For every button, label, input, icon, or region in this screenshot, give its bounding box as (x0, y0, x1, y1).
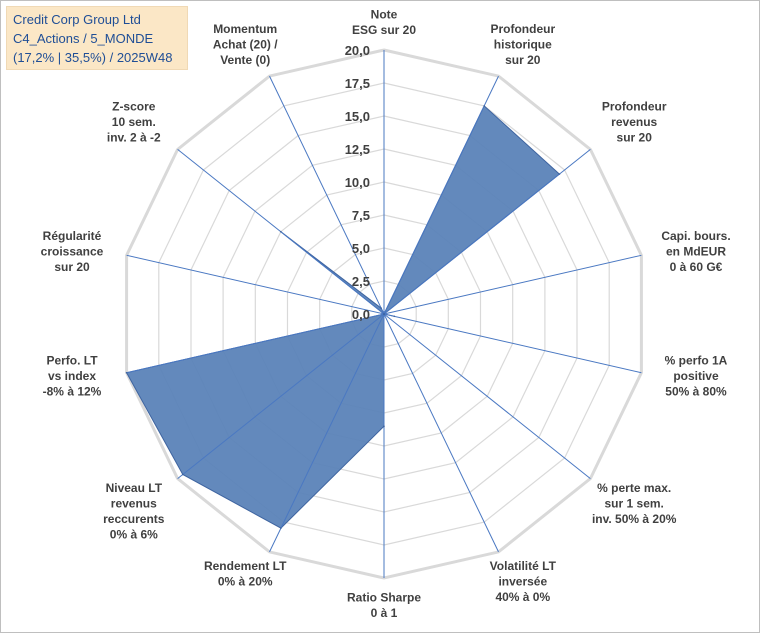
axis-label-line: 0 à 60 G€ (670, 260, 723, 274)
chart-title-line-1: Credit Corp Group Ltd (13, 12, 141, 27)
axis-spoke (383, 313, 642, 374)
axis-label: Régularité croissance sur 20 (41, 229, 104, 274)
data-point (483, 105, 486, 107)
axis-label-line: 10 sem. (112, 115, 156, 129)
data-point (558, 173, 561, 175)
axis-label: Profondeur historique sur 20 (490, 22, 555, 67)
axis-label-line: 0% à 20% (218, 574, 273, 588)
axis-spoke (383, 75, 499, 315)
data-point (393, 315, 396, 318)
axis-label: Rendement LT 0% à 20% (204, 559, 287, 589)
tick-label: 5,0 (352, 241, 370, 256)
axis-label-line: croissance (41, 245, 104, 259)
axis-label-line: -8% à 12% (43, 385, 102, 399)
axis-label-line: sur 1 sem. (605, 497, 664, 511)
axis-spoke (269, 313, 385, 553)
axis-label: Momentum Achat (20) / Vente (0) (213, 22, 278, 67)
axis-label-line: Momentum (213, 22, 277, 36)
axis-label-line: Vente (0) (220, 53, 270, 67)
axis-label-line: 50% à 80% (665, 385, 727, 399)
axis-spoke (177, 313, 385, 479)
data-point (125, 371, 128, 374)
tick-label: 0,0 (352, 307, 370, 322)
axis-label-line: Capi. bours. (661, 229, 730, 243)
axis-label-line: Z-score (112, 100, 156, 114)
data-point (383, 425, 385, 428)
axis-label-line: historique (494, 37, 552, 51)
axis-label-line: Achat (20) / (213, 37, 278, 51)
axis-label-line: Rendement LT (204, 559, 287, 573)
axis-label-line: Ratio Sharpe (347, 591, 421, 605)
axis-label-line: reccurents (103, 512, 165, 526)
axis-label-line: % perte max. (597, 481, 671, 495)
axis-label-line: inversée (498, 574, 547, 588)
axis-label-line: ESG sur 20 (352, 23, 416, 37)
axis-label-line: vs index (48, 369, 96, 383)
axis-label-line: % perfo 1A (665, 354, 728, 368)
chart-title-box: Credit Corp Group Ltd C4_Actions / 5_MON… (6, 6, 188, 70)
axis-label-line: Profondeur (602, 100, 667, 114)
axis-spoke (383, 313, 591, 479)
data-point (280, 527, 282, 529)
axis-label: Profondeur revenus sur 20 (602, 100, 667, 145)
axis-spoke (126, 254, 385, 315)
axis-spoke (383, 313, 499, 553)
axis-label-line: Note (371, 8, 398, 22)
axis-label-line: Profondeur (490, 22, 555, 36)
tick-label: 12,5 (345, 142, 370, 157)
axis-label-line: inv. 2 à -2 (107, 131, 161, 145)
axis-label-line: sur 20 (617, 131, 653, 145)
axis-spoke (269, 75, 385, 315)
axis-label: % perte max. sur 1 sem. inv. 50% à 20% (592, 481, 677, 526)
axis-label-line: Niveau LT (106, 481, 163, 495)
data-point (383, 313, 385, 315)
tick-label: 20,0 (345, 43, 370, 58)
axis-label: Volatilité LT inversée 40% à 0% (490, 559, 557, 604)
axis-label-line: 0% à 6% (110, 528, 158, 542)
axis-spoke (383, 254, 642, 315)
axis-label-line: Volatilité LT (490, 559, 557, 573)
axis-label: Niveau LT revenus reccurents 0% à 6% (103, 481, 165, 542)
axis-label-line: en MdEUR (666, 245, 726, 259)
axis-label: % perfo 1A positive 50% à 80% (665, 354, 728, 399)
axis-label: Perfo. LT vs index -8% à 12% (43, 354, 102, 399)
axis-label: Z-score 10 sem. inv. 2 à -2 (107, 100, 161, 145)
tick-label: 15,0 (345, 109, 370, 124)
chart-title-line-3: (17,2% | 35,5%) / 2025W48 (13, 50, 173, 65)
axis-label-line: revenus (611, 115, 657, 129)
data-point (280, 230, 282, 233)
axis-label-line: sur 20 (54, 260, 90, 274)
axis-label-line: Perfo. LT (46, 354, 98, 368)
axis-label-line: Régularité (43, 229, 102, 243)
axis-label: Capi. bours. en MdEUR 0 à 60 G€ (661, 229, 730, 274)
axis-label-line: revenus (111, 497, 157, 511)
chart-title-line-2: C4_Actions / 5_MONDE (13, 31, 154, 46)
axis-label-line: inv. 50% à 20% (592, 512, 677, 526)
axis-label: Ratio Sharpe 0 à 1 (347, 591, 421, 621)
axis-label-line: 40% à 0% (495, 590, 550, 604)
data-point (182, 473, 184, 476)
axis-label: Note ESG sur 20 (352, 8, 416, 37)
axis-label-line: positive (673, 369, 719, 383)
tick-label: 10,0 (345, 175, 370, 190)
axis-spoke (383, 149, 591, 315)
tick-label: 17,5 (345, 76, 370, 91)
tick-label: 7,5 (352, 208, 370, 223)
tick-label: 2,5 (352, 274, 370, 289)
axis-spoke (126, 313, 385, 374)
axis-label-line: 0 à 1 (371, 606, 398, 620)
axis-label-line: sur 20 (505, 53, 541, 67)
data-point (380, 307, 382, 309)
